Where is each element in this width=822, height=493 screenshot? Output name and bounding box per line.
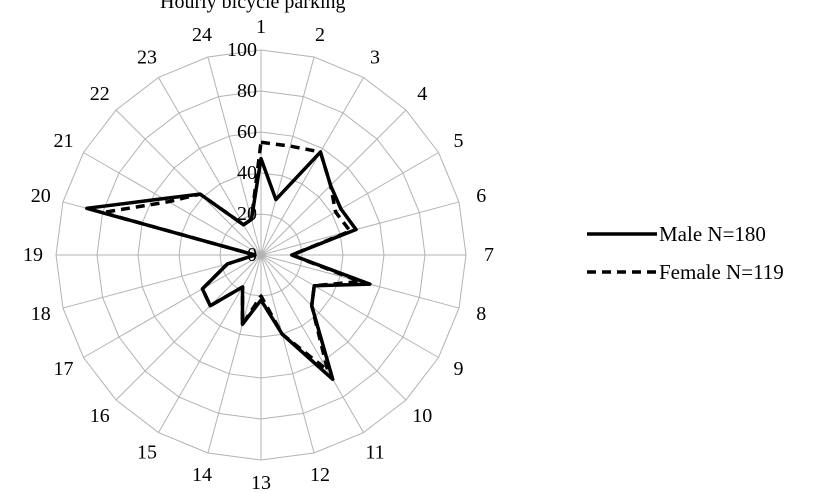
category-label: 8: [476, 303, 486, 325]
category-label: 23: [137, 47, 157, 69]
grid-spoke: [207, 56, 262, 256]
grid-spoke: [207, 254, 262, 454]
radar-spokes: [56, 50, 466, 460]
category-label: 18: [31, 303, 51, 325]
category-label: 7: [484, 244, 494, 266]
grid-spoke: [83, 254, 262, 358]
grid-spoke: [260, 254, 364, 433]
category-label: 21: [54, 130, 74, 152]
category-label: 1: [256, 16, 266, 38]
radial-tick-label: 20: [237, 203, 257, 225]
grid-spoke: [260, 254, 407, 401]
category-label: 9: [453, 358, 463, 380]
category-label: 6: [476, 185, 486, 207]
category-label: 17: [54, 358, 74, 380]
series-layer: [85, 140, 372, 382]
radial-tick-label: 0: [247, 244, 257, 266]
legend: Male N=180 Female N=119: [587, 222, 784, 284]
radial-tick-label: 40: [237, 162, 257, 184]
category-label: 16: [90, 405, 110, 427]
category-label: 24: [192, 24, 212, 46]
category-label: 13: [251, 472, 271, 493]
category-label: 4: [417, 83, 427, 105]
category-label: 11: [365, 441, 384, 463]
category-label: 5: [453, 130, 463, 152]
grid-spoke: [83, 152, 262, 256]
series-line-male: [85, 150, 372, 382]
category-label: 3: [370, 47, 380, 69]
grid-spoke: [158, 254, 262, 433]
radial-tick-label: 60: [237, 121, 257, 143]
grid-spoke: [260, 109, 407, 256]
radial-tick-label: 100: [227, 39, 257, 61]
grid-spoke: [260, 201, 460, 256]
chart-title: Hourly bicycle parking: [160, 0, 346, 13]
category-label: 15: [137, 441, 157, 463]
grid-spoke: [115, 254, 262, 401]
grid-spoke: [260, 152, 439, 256]
category-label: 19: [23, 244, 43, 266]
grid-spoke: [260, 254, 439, 358]
category-label: 2: [315, 24, 325, 46]
category-label: 22: [90, 83, 110, 105]
series-line-female: [100, 140, 362, 373]
category-label: 14: [192, 464, 212, 486]
grid-spoke: [260, 56, 315, 256]
category-label: 10: [412, 405, 432, 427]
grid-spoke: [115, 109, 262, 256]
radial-tick-label: 80: [237, 80, 257, 102]
radial-tick-labels: 0 20 40 60 80 100: [227, 39, 257, 266]
legend-label: Female N=119: [659, 260, 784, 284]
grid-spoke: [260, 77, 364, 256]
category-label: 20: [31, 185, 51, 207]
legend-label: Male N=180: [659, 222, 766, 246]
category-label: 12: [310, 464, 330, 486]
grid-spoke: [260, 254, 315, 454]
